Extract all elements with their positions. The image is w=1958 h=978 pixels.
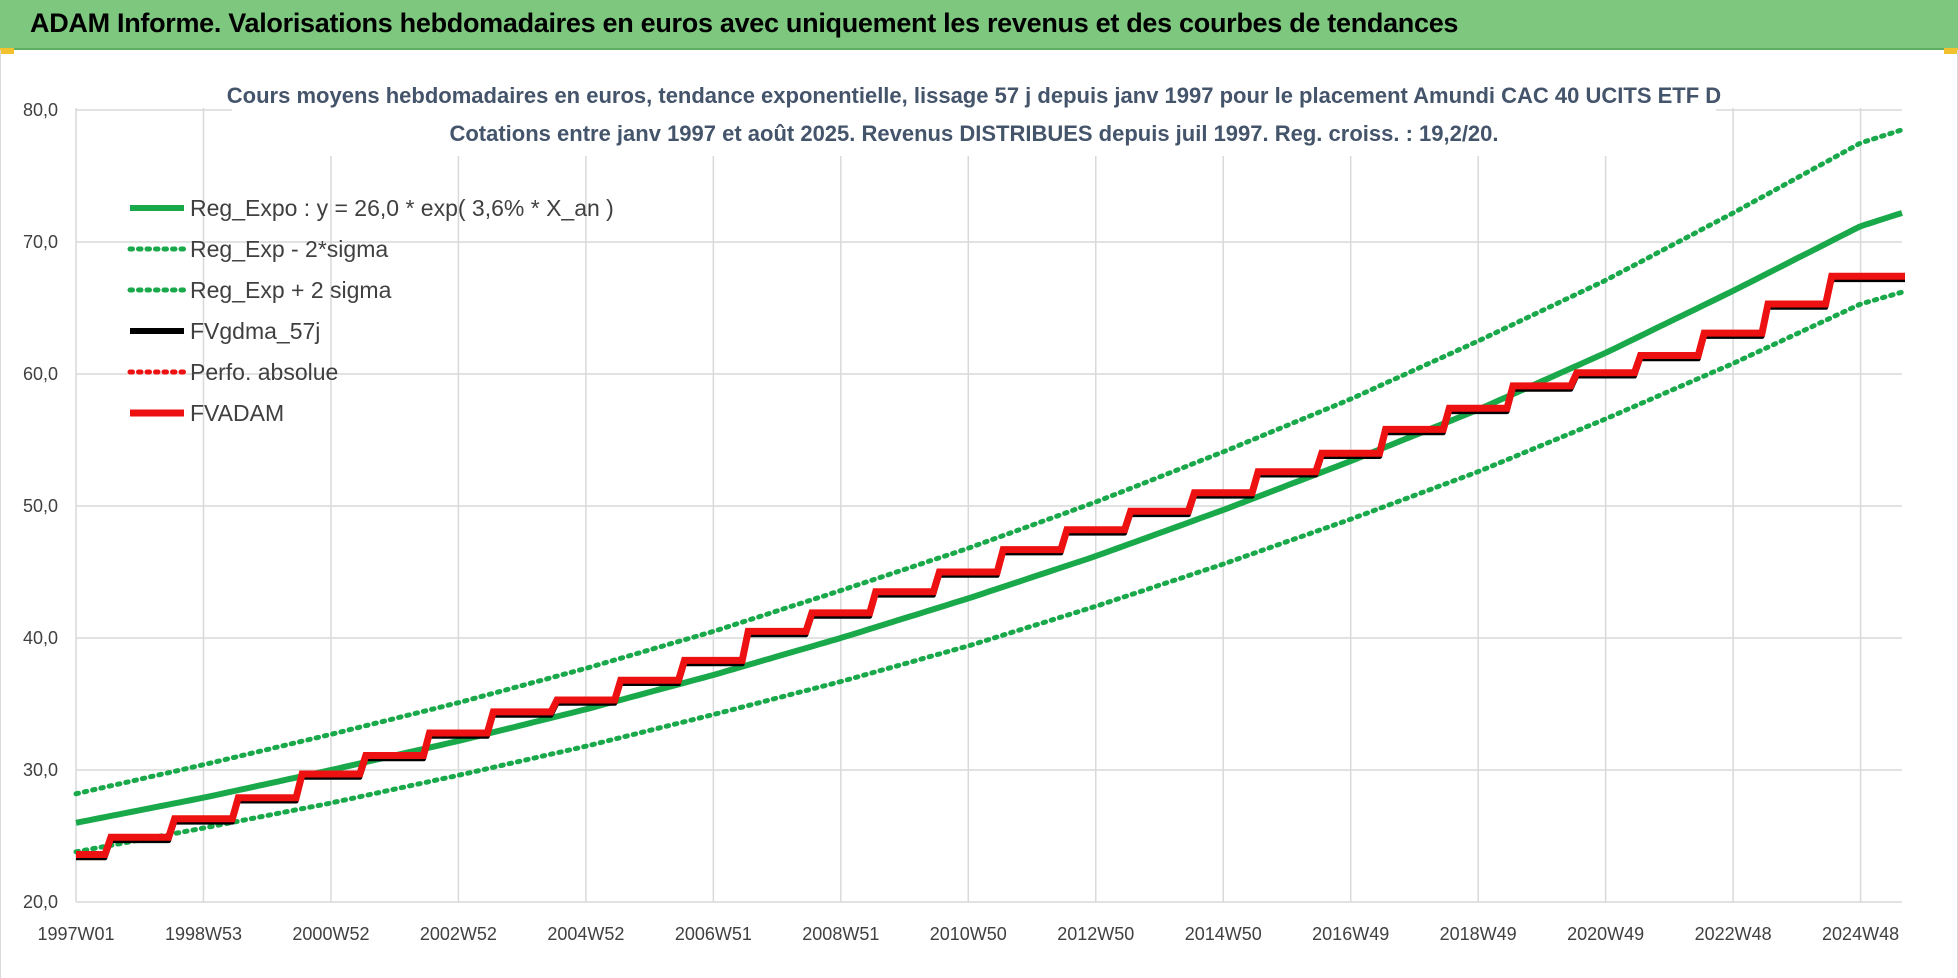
series-line-dotted-band [73,127,1905,797]
chart-title-line-2: Cotations entre janv 1997 et août 2025. … [449,121,1498,146]
x-tick-label: 2018W49 [1440,924,1517,944]
chart-title-line-1: Cours moyens hebdomadaires en euros, ten… [227,83,1721,108]
x-tick-label: 2014W50 [1185,924,1262,944]
y-tick-label: 80,0 [23,100,58,120]
legend-label: FVgdma_57j [190,318,320,344]
series-line-dotted-band [73,289,1905,855]
x-tick-label: 1997W01 [37,924,114,944]
y-tick-label: 40,0 [23,628,58,648]
x-tick-label: 2004W52 [547,924,624,944]
x-tick-label: 2020W49 [1567,924,1644,944]
header-bar: ADAM Informe. Valorisations hebdomadaire… [0,0,1958,50]
series-lines [73,127,1905,861]
legend-label: Reg_Exp + 2 sigma [190,277,392,303]
series-line-fvadam [76,272,1905,858]
y-tick-label: 60,0 [23,364,58,384]
chart-title-block: Cours moyens hebdomadaires en euros, ten… [227,78,1721,156]
x-tick-label: 2006W51 [675,924,752,944]
x-tick-label: 2010W50 [930,924,1007,944]
page-title: ADAM Informe. Valorisations hebdomadaire… [30,8,1459,38]
y-tick-label: 50,0 [23,496,58,516]
title-background [232,78,1716,156]
x-tick-label: 2022W48 [1695,924,1772,944]
x-tick-label: 1998W53 [165,924,242,944]
legend-label: FVADAM [190,400,284,426]
y-tick-label: 20,0 [23,892,58,912]
y-tick-label: 70,0 [23,232,58,252]
legend-label: Reg_Expo : y = 26,0 * exp( 3,6% * X_an ) [190,195,614,221]
x-tick-label: 2000W52 [292,924,369,944]
x-tick-label: 2002W52 [420,924,497,944]
corner-mark-left [0,48,14,54]
x-axis-tick-labels: 1997W01 1998W53 2000W52 2002W52 2004W52 2006W… [37,924,1899,944]
legend-label: Perfo. absolue [190,359,338,385]
legend: Reg_Expo : y = 26,0 * exp( 3,6% * X_an )… [127,195,614,426]
corner-mark-right [1944,48,1958,54]
x-tick-label: 2016W49 [1312,924,1389,944]
legend-label: Reg_Exp - 2*sigma [190,236,388,262]
y-axis-tick-labels: 20,0 30,0 40,0 50,0 60,0 70,0 80,0 [23,100,58,912]
x-tick-label: 2008W51 [802,924,879,944]
x-tick-label: 2012W50 [1057,924,1134,944]
x-tick-label: 2024W48 [1822,924,1899,944]
grid-lines [75,108,1902,903]
y-tick-label: 30,0 [23,760,58,780]
